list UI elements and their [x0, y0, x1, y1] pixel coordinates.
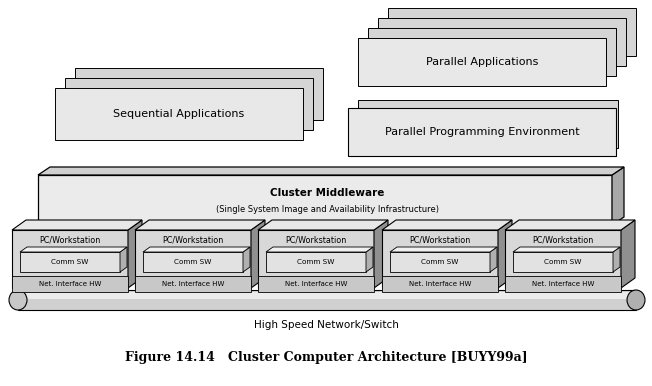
- Text: Parallel Applications: Parallel Applications: [426, 57, 538, 67]
- Polygon shape: [388, 8, 636, 56]
- Polygon shape: [513, 252, 613, 272]
- Text: Net. Interface HW: Net. Interface HW: [285, 281, 347, 287]
- Polygon shape: [20, 247, 127, 252]
- Polygon shape: [613, 247, 620, 272]
- Polygon shape: [135, 220, 265, 230]
- Polygon shape: [348, 108, 616, 156]
- Polygon shape: [128, 220, 142, 288]
- Polygon shape: [390, 252, 490, 272]
- Polygon shape: [12, 276, 128, 292]
- Text: Comm SW: Comm SW: [544, 259, 582, 265]
- Text: Parallel Programming Environment: Parallel Programming Environment: [385, 127, 580, 137]
- Polygon shape: [143, 247, 250, 252]
- Polygon shape: [358, 38, 606, 86]
- Text: PC/Workstation: PC/Workstation: [533, 235, 593, 244]
- Polygon shape: [135, 230, 251, 288]
- Polygon shape: [382, 230, 498, 288]
- Text: Comm SW: Comm SW: [52, 259, 89, 265]
- Polygon shape: [12, 220, 142, 230]
- Polygon shape: [258, 230, 374, 288]
- Polygon shape: [374, 220, 388, 288]
- Polygon shape: [18, 290, 636, 310]
- Polygon shape: [368, 28, 616, 76]
- Polygon shape: [75, 68, 323, 120]
- Polygon shape: [143, 252, 243, 272]
- Text: Sequential Applications: Sequential Applications: [113, 109, 244, 119]
- Text: Net. Interface HW: Net. Interface HW: [39, 281, 101, 287]
- Polygon shape: [505, 276, 621, 292]
- Polygon shape: [20, 252, 120, 272]
- Polygon shape: [258, 220, 388, 230]
- Text: PC/Workstation: PC/Workstation: [286, 235, 347, 244]
- Polygon shape: [612, 167, 624, 225]
- Ellipse shape: [9, 290, 27, 310]
- Polygon shape: [505, 230, 621, 288]
- Text: Cluster Middleware: Cluster Middleware: [270, 188, 384, 198]
- Polygon shape: [243, 247, 250, 272]
- Polygon shape: [38, 167, 624, 175]
- Text: Figure 14.14   Cluster Computer Architecture [BUYY99a]: Figure 14.14 Cluster Computer Architectu…: [125, 352, 527, 364]
- Polygon shape: [621, 220, 635, 288]
- Text: Net. Interface HW: Net. Interface HW: [409, 281, 471, 287]
- Text: Net. Interface HW: Net. Interface HW: [162, 281, 224, 287]
- Polygon shape: [38, 175, 612, 225]
- Polygon shape: [382, 276, 498, 292]
- Text: Comm SW: Comm SW: [297, 259, 334, 265]
- Polygon shape: [505, 220, 635, 230]
- Polygon shape: [390, 247, 497, 252]
- Text: Net. Interface HW: Net. Interface HW: [532, 281, 594, 287]
- Polygon shape: [378, 18, 626, 66]
- Polygon shape: [382, 220, 512, 230]
- Polygon shape: [135, 276, 251, 292]
- Polygon shape: [366, 247, 373, 272]
- Text: PC/Workstation: PC/Workstation: [409, 235, 471, 244]
- Text: PC/Workstation: PC/Workstation: [162, 235, 224, 244]
- Polygon shape: [18, 292, 636, 299]
- Polygon shape: [266, 252, 366, 272]
- Polygon shape: [55, 88, 303, 140]
- Text: High Speed Network/Switch: High Speed Network/Switch: [254, 320, 398, 330]
- Polygon shape: [498, 220, 512, 288]
- Polygon shape: [258, 276, 374, 292]
- Text: PC/Workstation: PC/Workstation: [39, 235, 100, 244]
- Polygon shape: [490, 247, 497, 272]
- Ellipse shape: [627, 290, 645, 310]
- Text: Comm SW: Comm SW: [174, 259, 212, 265]
- Polygon shape: [251, 220, 265, 288]
- Polygon shape: [65, 78, 313, 130]
- Text: Comm SW: Comm SW: [421, 259, 459, 265]
- Polygon shape: [12, 230, 128, 288]
- Polygon shape: [358, 100, 618, 148]
- Polygon shape: [513, 247, 620, 252]
- Text: (Single System Image and Availability Infrastructure): (Single System Image and Availability In…: [216, 205, 439, 213]
- Polygon shape: [120, 247, 127, 272]
- Polygon shape: [266, 247, 373, 252]
